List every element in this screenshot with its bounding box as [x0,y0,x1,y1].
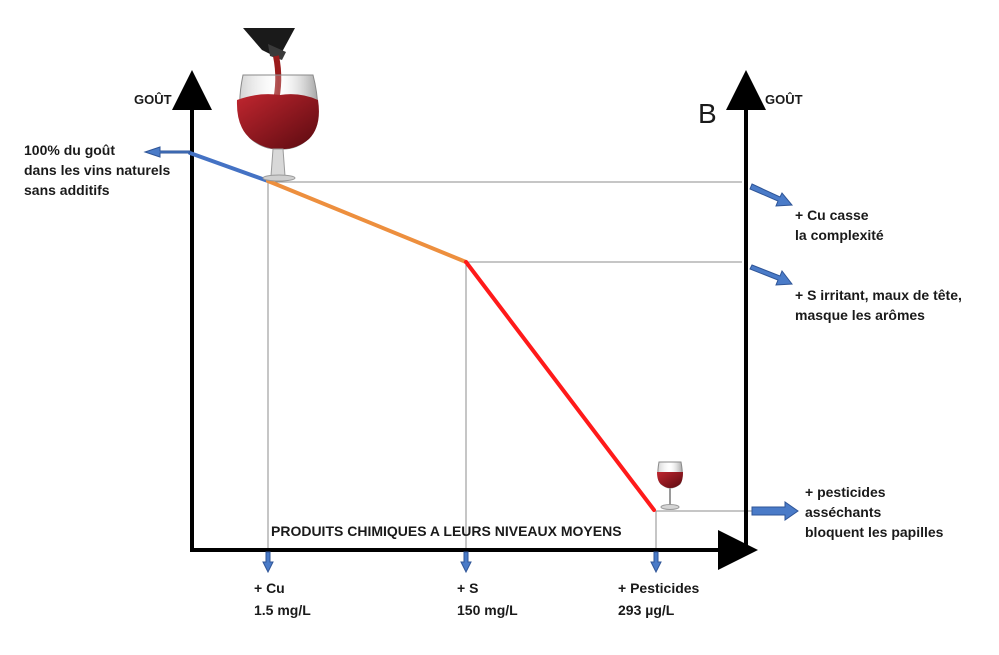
x-axis-title: PRODUITS CHIMIQUES A LEURS NIVEAUX MOYEN… [271,523,622,539]
arrow-right-pesticides [751,501,799,521]
small-wine-glass-icon [657,461,683,510]
guide-lines [267,181,752,548]
arrow-down-pesticides [650,551,662,574]
arrow-down-cu [262,551,274,574]
start-note: 100% du goût dans les vins naturels sans… [24,142,171,198]
stage-cu-level: 1.5 mg/L [254,602,311,618]
taste-curve [188,151,656,512]
arrow-right-cu [749,183,794,207]
stage-pesticides-level: 293 µg/L [618,602,675,618]
arrow-down-s [460,551,472,574]
stage-pesticides-name: + Pesticides [618,580,700,596]
blue-arrows [143,146,799,574]
arrow-right-s [749,264,793,286]
stage-s-level: 150 mg/L [457,602,518,618]
effect-pesticides: + pesticides asséchants bloquent les pap… [805,484,944,540]
effect-s: + S irritant, maux de tête, masque les a… [795,287,962,323]
stage-cu-name: + Cu [254,580,285,596]
marker-letter: B [698,98,717,129]
axis-right-title: GOÛT [765,92,803,107]
axis-left-title: GOÛT [134,92,172,107]
segment-copper [266,179,468,264]
effect-cu: + Cu casse la complexité [795,207,884,243]
arrow-left-start [143,146,191,158]
segment-sulfur [464,260,656,512]
stage-s-name: + S [457,580,479,596]
wine-glass-icon [236,74,319,182]
segment-natural [188,151,270,183]
axes [172,70,766,570]
